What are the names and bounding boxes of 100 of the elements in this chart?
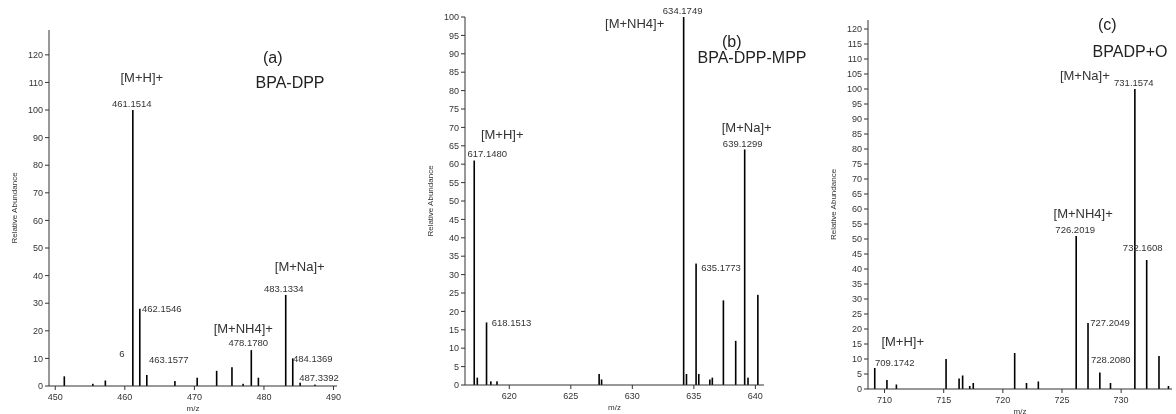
x-axis-title: m/z (186, 404, 200, 413)
y-tick-label: 75 (851, 159, 862, 170)
y-tick-label: 40 (32, 270, 43, 281)
y-tick-label: 60 (32, 215, 43, 226)
x-tick-label: 715 (936, 395, 952, 405)
y-tick-label: 100 (443, 12, 459, 23)
annotation: 463.1577 (149, 353, 189, 365)
y-tick-label: 80 (851, 144, 862, 155)
y-tick-label: 70 (448, 122, 459, 133)
y-tick-label: 90 (32, 132, 43, 143)
y-tick-label: 20 (448, 306, 459, 317)
x-tick-label: 720 (995, 395, 1011, 405)
y-tick-label: 85 (851, 129, 862, 140)
annotation: 462.1546 (141, 302, 182, 314)
annotation: 639.1299 (722, 138, 763, 150)
y-tick-label: 50 (32, 243, 43, 254)
y-tick-label: 120 (846, 24, 862, 35)
x-tick-label: 470 (186, 392, 202, 402)
annotation: [M+H]+ (881, 334, 925, 349)
y-tick-label: 5 (856, 369, 862, 380)
annotation: 728.2080 (1091, 353, 1131, 365)
y-tick-label: 105 (846, 69, 862, 80)
annotation: [M+Na]+ (1059, 68, 1110, 83)
y-tick-label: 50 (851, 234, 862, 245)
x-tick-label: 710 (877, 395, 893, 405)
y-tick-label: 20 (32, 325, 43, 336)
y-tick-label: 45 (448, 214, 459, 225)
y-tick-label: 0 (37, 381, 43, 392)
annotation: 461.1514 (112, 98, 152, 110)
annotation: [M+Na]+ (274, 258, 325, 274)
y-tick-label: 25 (448, 288, 459, 299)
x-tick-label: 460 (117, 392, 133, 402)
x-axis-title: m/z (1013, 407, 1027, 414)
y-tick-label: 65 (448, 140, 459, 151)
y-tick-label: 10 (32, 353, 43, 364)
y-tick-label: 20 (851, 324, 862, 335)
y-axis-title: Relative Abundance (829, 168, 838, 241)
y-tick-label: 50 (448, 196, 459, 207)
annotation: [M+Na]+ (721, 120, 772, 136)
text: BPA-DPP (255, 74, 325, 91)
x-tick-label: 450 (47, 392, 63, 402)
y-tick-label: 55 (448, 177, 459, 188)
x-tick-label: 630 (624, 391, 640, 401)
y-tick-label: 15 (448, 324, 459, 335)
annotation: [M+NH4]+ (213, 321, 273, 337)
y-tick-label: 55 (851, 219, 862, 230)
y-tick-label: 85 (448, 67, 459, 78)
y-tick-label: 95 (851, 99, 862, 110)
y-tick-label: 10 (448, 343, 459, 354)
y-axis-title: Relative Abundance (10, 171, 19, 244)
annotation: 6 (119, 348, 125, 359)
annotation: 484.1369 (292, 353, 333, 365)
y-tick-label: 95 (448, 30, 459, 41)
y-tick-label: 100 (846, 84, 862, 95)
x-tick-label: 635 (686, 391, 702, 401)
x-tick-label: 725 (1054, 395, 1070, 405)
annotation: 709.1742 (874, 357, 915, 368)
annotation: [M+H]+ (120, 70, 164, 86)
x-tick-label: 640 (747, 391, 763, 401)
annotation: [M+NH4]+ (605, 16, 665, 31)
y-tick-label: 30 (851, 294, 862, 305)
y-tick-label: 0 (856, 384, 862, 395)
y-tick-label: 40 (448, 232, 459, 243)
y-tick-label: 40 (851, 264, 862, 275)
annotation: [M+NH4]+ (1053, 206, 1113, 221)
y-tick-label: 80 (32, 160, 43, 171)
annotation: 487.3392 (299, 371, 339, 383)
y-tick-label: 90 (448, 48, 459, 59)
annotation: 483.1334 (263, 282, 304, 294)
y-tick-label: 35 (448, 251, 459, 262)
y-tick-label: 30 (32, 298, 43, 309)
y-tick-label: 75 (448, 104, 459, 115)
x-tick-label: 490 (326, 392, 342, 402)
y-tick-label: 70 (851, 174, 862, 185)
annotation: 635.1773 (701, 261, 741, 273)
y-tick-label: 60 (851, 204, 862, 215)
annotation: 634.1749 (662, 5, 703, 16)
y-tick-label: 90 (851, 114, 862, 125)
annotation: 726.2019 (1055, 224, 1095, 235)
y-tick-label: 110 (28, 77, 43, 88)
x-tick-label: 730 (1113, 395, 1129, 405)
annotation: 478.1780 (228, 337, 269, 349)
annotation: 618.1513 (491, 317, 532, 329)
y-tick-label: 100 (27, 105, 43, 116)
annotation: 731.1574 (1114, 77, 1154, 88)
y-tick-label: 80 (448, 85, 459, 96)
x-tick-label: 625 (563, 391, 579, 401)
y-tick-label: 15 (851, 339, 862, 350)
y-tick-label: 70 (32, 187, 43, 198)
y-tick-label: 65 (851, 189, 862, 200)
y-tick-label: 35 (851, 279, 862, 290)
text: (a) (263, 49, 283, 66)
x-axis-title: m/z (608, 403, 621, 412)
y-tick-label: 30 (448, 269, 459, 280)
annotation: 727.2049 (1090, 317, 1130, 328)
annotation: 617.1480 (467, 147, 508, 159)
y-tick-label: 0 (453, 380, 459, 391)
y-axis-title: Relative Abundance (426, 164, 435, 237)
text: BPA-DPP-MPP (697, 49, 807, 66)
text: (b) (722, 33, 742, 50)
